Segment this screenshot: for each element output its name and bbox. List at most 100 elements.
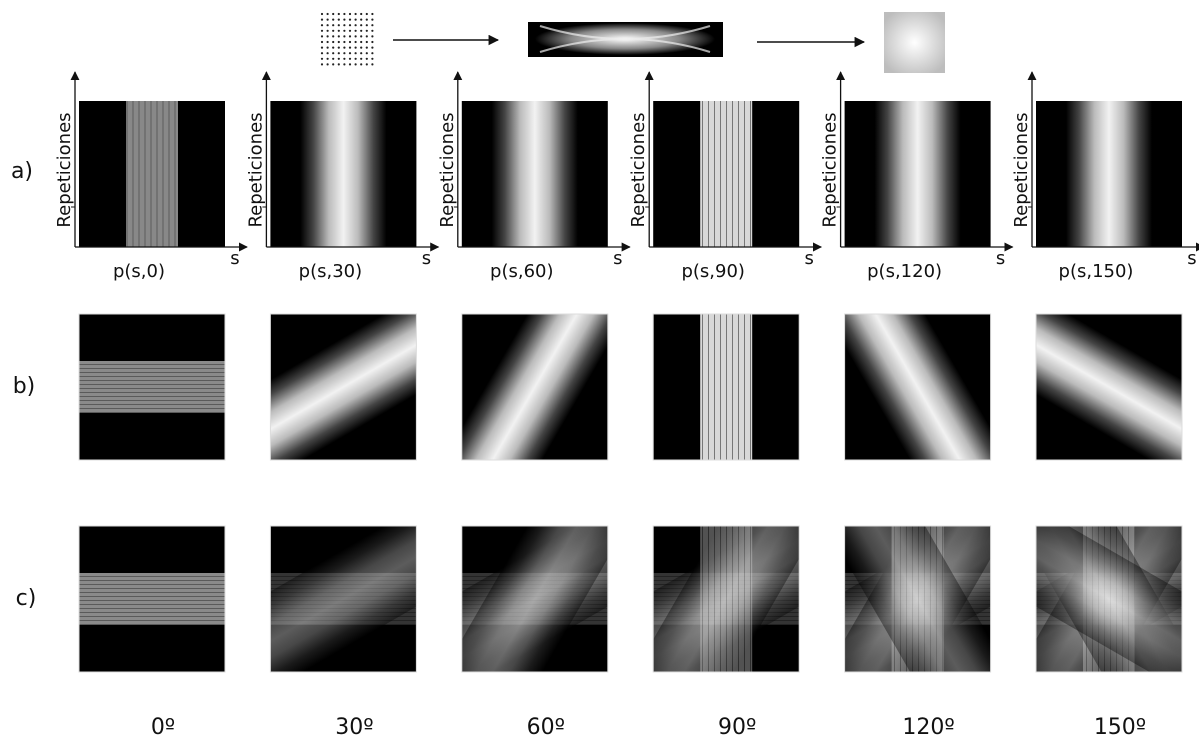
dot bbox=[355, 24, 357, 26]
backprojection bbox=[975, 285, 1199, 489]
dot bbox=[355, 30, 357, 32]
row-label: c) bbox=[16, 586, 37, 611]
dot bbox=[332, 58, 334, 60]
backprojection bbox=[209, 285, 477, 489]
dot bbox=[332, 52, 334, 54]
dot bbox=[366, 41, 368, 43]
dot bbox=[327, 35, 329, 37]
dot bbox=[371, 30, 373, 32]
band bbox=[700, 257, 752, 517]
dot bbox=[343, 47, 345, 49]
dot bbox=[343, 19, 345, 21]
angle-label: 90º bbox=[718, 715, 756, 740]
y-axis-label: Repeticiones bbox=[820, 112, 841, 227]
dot bbox=[321, 13, 323, 15]
projection-label: p(s,90) bbox=[681, 261, 744, 282]
dot bbox=[332, 47, 334, 49]
dot bbox=[371, 24, 373, 26]
dot bbox=[366, 13, 368, 15]
dot bbox=[349, 19, 351, 21]
projection-band bbox=[700, 101, 752, 247]
projection-panel: Repeticionessp(s,90) bbox=[628, 72, 821, 282]
dot bbox=[360, 30, 362, 32]
dot bbox=[332, 41, 334, 43]
backprojection bbox=[22, 314, 282, 460]
dot bbox=[338, 58, 340, 60]
dot bbox=[349, 47, 351, 49]
x-axis-label: s bbox=[996, 248, 1005, 269]
backprojection bbox=[433, 253, 637, 521]
dot bbox=[343, 41, 345, 43]
dot bbox=[321, 63, 323, 65]
reconstruction bbox=[884, 12, 945, 73]
dot bbox=[360, 52, 362, 54]
angle-label: 0º bbox=[151, 715, 175, 740]
dot bbox=[349, 30, 351, 32]
cumulative-backprojection bbox=[975, 465, 1199, 733]
dot bbox=[338, 13, 340, 15]
dot bbox=[349, 58, 351, 60]
dot bbox=[355, 47, 357, 49]
dot bbox=[371, 19, 373, 21]
dot bbox=[355, 63, 357, 65]
dot bbox=[360, 24, 362, 26]
dot bbox=[327, 19, 329, 21]
dot-grid bbox=[321, 13, 374, 66]
dot bbox=[371, 47, 373, 49]
projection-label: p(s,150) bbox=[1059, 261, 1134, 282]
dot bbox=[327, 52, 329, 54]
dot bbox=[366, 30, 368, 32]
row-label: a) bbox=[11, 159, 33, 184]
projection-band bbox=[875, 101, 961, 247]
y-axis-label: Repeticiones bbox=[245, 112, 266, 227]
dot bbox=[332, 13, 334, 15]
dot bbox=[366, 63, 368, 65]
projection-band bbox=[300, 101, 386, 247]
cumulative-backprojection bbox=[209, 497, 477, 701]
dot bbox=[371, 52, 373, 54]
dot bbox=[338, 41, 340, 43]
dot bbox=[349, 63, 351, 65]
dot bbox=[327, 47, 329, 49]
projection-panel: Repeticiones s p(s,150) bbox=[1011, 72, 1199, 282]
dot bbox=[327, 58, 329, 60]
dot bbox=[371, 41, 373, 43]
x-axis-label: s bbox=[230, 248, 239, 269]
x-axis-label: s bbox=[1187, 248, 1196, 269]
projection-panel: Repeticionessp(s,60) bbox=[437, 72, 630, 282]
dot bbox=[355, 41, 357, 43]
y-axis-label: Repeticiones bbox=[1011, 112, 1032, 227]
angle-label: 30º bbox=[335, 715, 373, 740]
dot bbox=[327, 24, 329, 26]
dot bbox=[355, 19, 357, 21]
dot bbox=[355, 35, 357, 37]
dot bbox=[321, 35, 323, 37]
dot bbox=[332, 30, 334, 32]
projection-panel: Repeticionessp(s,120) bbox=[820, 72, 1013, 282]
dot bbox=[360, 58, 362, 60]
dot bbox=[321, 58, 323, 60]
dot bbox=[332, 35, 334, 37]
dot bbox=[343, 24, 345, 26]
dot bbox=[343, 52, 345, 54]
dot bbox=[355, 13, 357, 15]
dot bbox=[321, 47, 323, 49]
dot bbox=[360, 47, 362, 49]
projection-band bbox=[1066, 101, 1152, 247]
dot bbox=[360, 41, 362, 43]
dot bbox=[371, 35, 373, 37]
dot bbox=[371, 63, 373, 65]
dot bbox=[366, 58, 368, 60]
backprojection bbox=[815, 253, 1019, 521]
dot bbox=[321, 52, 323, 54]
cumulative-backprojection bbox=[401, 465, 669, 733]
dot bbox=[321, 30, 323, 32]
dot bbox=[349, 24, 351, 26]
dot bbox=[327, 30, 329, 32]
dot bbox=[338, 63, 340, 65]
cumulative-backprojection bbox=[784, 465, 1052, 733]
cumulative-backprojection bbox=[592, 465, 860, 733]
dot bbox=[349, 13, 351, 15]
dot bbox=[332, 19, 334, 21]
dot bbox=[332, 63, 334, 65]
